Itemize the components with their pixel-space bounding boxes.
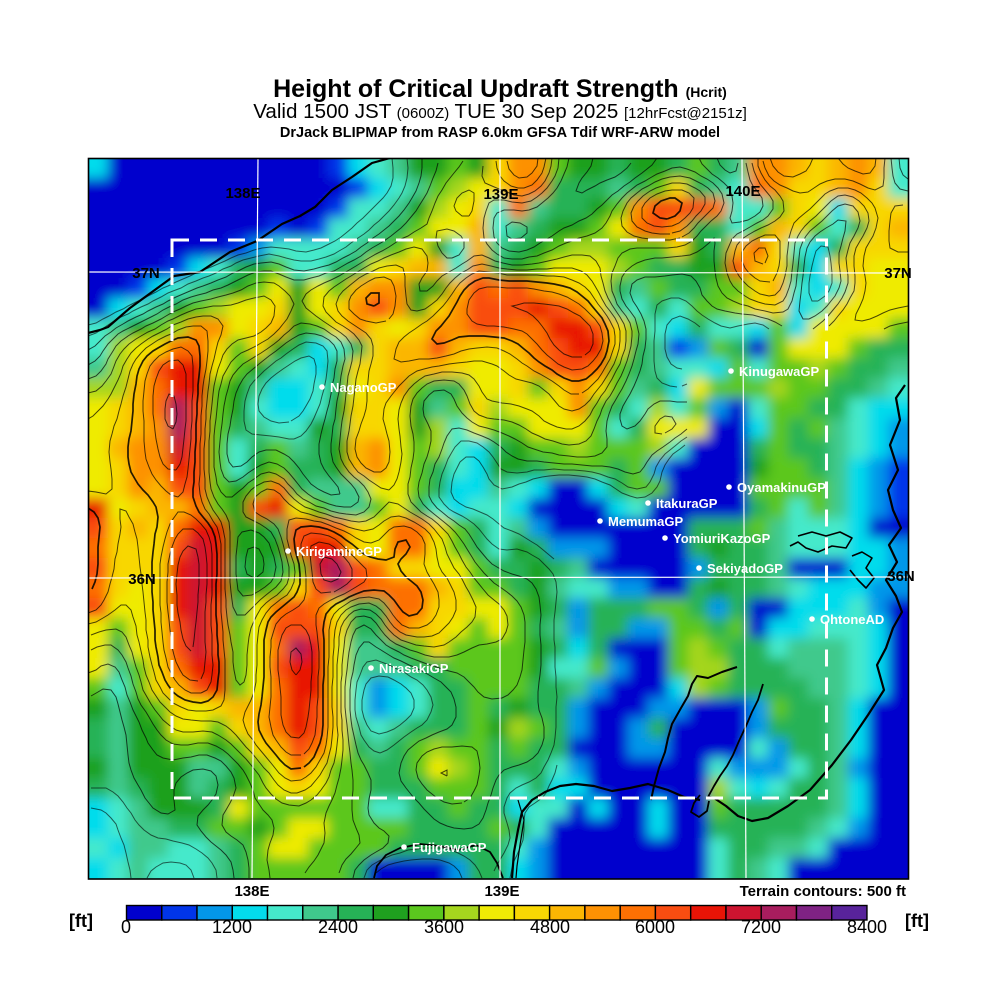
svg-text:[ft]: [ft] <box>69 911 93 931</box>
svg-text:138E: 138E <box>234 883 269 900</box>
svg-text:138E: 138E <box>225 185 260 202</box>
svg-text:SekiyadoGP: SekiyadoGP <box>707 561 783 576</box>
svg-text:140E: 140E <box>725 183 760 200</box>
svg-text:NaganoGP: NaganoGP <box>330 380 397 395</box>
svg-text:7200: 7200 <box>741 917 781 937</box>
svg-text:YomiuriKazoGP: YomiuriKazoGP <box>673 531 771 546</box>
svg-text:139E: 139E <box>483 186 518 203</box>
svg-text:KirigamineGP: KirigamineGP <box>296 544 382 559</box>
svg-text:2400: 2400 <box>318 917 358 937</box>
svg-text:KinugawaGP: KinugawaGP <box>739 364 820 379</box>
svg-text:MemumaGP: MemumaGP <box>608 514 683 529</box>
svg-text:Terrain contours: 500 ft: Terrain contours: 500 ft <box>740 883 906 900</box>
svg-text:36N: 36N <box>887 568 915 585</box>
svg-text:1200: 1200 <box>212 917 252 937</box>
svg-text:FujigawaGP: FujigawaGP <box>412 840 487 855</box>
svg-text:8400: 8400 <box>847 917 887 937</box>
svg-text:36N: 36N <box>128 571 156 588</box>
svg-text:4800: 4800 <box>530 917 570 937</box>
svg-text:139E: 139E <box>484 883 519 900</box>
svg-text:ItakuraGP: ItakuraGP <box>656 496 718 511</box>
svg-text:Height of Critical Updraft Str: Height of Critical Updraft Strength (Hcr… <box>273 75 727 103</box>
svg-text:37N: 37N <box>132 265 160 282</box>
svg-text:OhtoneAD: OhtoneAD <box>820 612 884 627</box>
svg-text:NirasakiGP: NirasakiGP <box>379 661 449 676</box>
svg-text:3600: 3600 <box>424 917 464 937</box>
svg-text:OyamakinuGP: OyamakinuGP <box>737 480 826 495</box>
svg-text:DrJack BLIPMAP from RASP 6.0km: DrJack BLIPMAP from RASP 6.0km GFSA Tdif… <box>280 125 720 141</box>
svg-text:[ft]: [ft] <box>905 911 929 931</box>
svg-text:37N: 37N <box>884 265 912 282</box>
svg-text:6000: 6000 <box>635 917 675 937</box>
svg-text:Valid 1500 JST (0600Z) TUE 30: Valid 1500 JST (0600Z) TUE 30 Sep 2025 [… <box>253 100 747 123</box>
svg-text:0: 0 <box>121 917 131 937</box>
